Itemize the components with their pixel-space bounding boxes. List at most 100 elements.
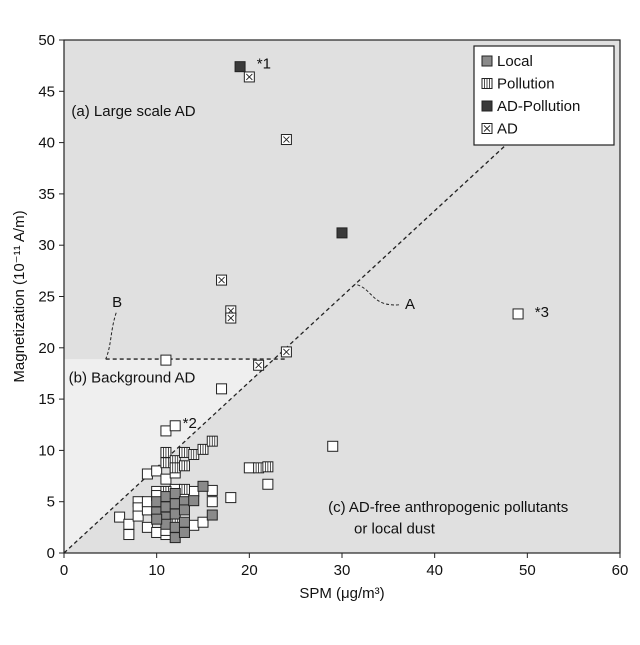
- point-ad: [217, 275, 227, 285]
- point-local: [152, 514, 162, 524]
- point-ad-pollution: [337, 228, 347, 238]
- point-unlabeled: [142, 497, 152, 507]
- point-unlabeled: [207, 497, 217, 507]
- point-unlabeled: [217, 384, 227, 394]
- x-tick-label: 0: [60, 562, 68, 579]
- point-local: [170, 509, 180, 519]
- y-tick-label: 0: [47, 545, 55, 562]
- point-local: [207, 510, 217, 520]
- point-local: [170, 488, 180, 498]
- point-unlabeled: [124, 530, 134, 540]
- legend-label-pollution: Pollution: [497, 76, 555, 93]
- y-tick-label: 20: [38, 340, 55, 357]
- point-ad: [244, 72, 254, 82]
- y-tick-label: 5: [47, 494, 55, 511]
- point-ad-pollution: [235, 62, 245, 72]
- point-unlabeled: [189, 520, 199, 530]
- x-tick-label: 10: [148, 562, 165, 579]
- point-ad: [254, 360, 264, 370]
- point-ad: [281, 135, 291, 145]
- legend-marker-local: [482, 56, 492, 66]
- point-unlabeled: [207, 485, 217, 495]
- annotation-label: *2: [183, 415, 197, 432]
- y-tick-label: 45: [38, 83, 55, 100]
- region-label: (b) Background AD: [69, 370, 196, 387]
- point-unlabeled: [133, 511, 143, 521]
- point-local: [179, 517, 189, 527]
- legend-marker-pollution: [482, 79, 492, 89]
- point-ad: [226, 313, 236, 323]
- x-tick-label: 30: [334, 562, 351, 579]
- point-unlabeled: [189, 486, 199, 496]
- point-unlabeled: [161, 355, 171, 365]
- legend-box: [474, 46, 614, 145]
- point-unlabeled: [244, 463, 254, 473]
- point-unlabeled: [152, 527, 162, 537]
- y-tick-label: 15: [38, 391, 55, 408]
- region-label: (a) Large scale AD: [71, 103, 195, 120]
- x-tick-label: 20: [241, 562, 258, 579]
- point-local: [179, 527, 189, 537]
- y-tick-label: 25: [38, 289, 55, 306]
- point-pollution: [207, 436, 217, 446]
- y-axis-label: Magnetization (10⁻¹¹ A/m): [11, 210, 28, 382]
- legend-label-ad-pollution: AD-Pollution: [497, 98, 580, 115]
- region-label: or local dust: [354, 521, 436, 538]
- point-unlabeled: [161, 426, 171, 436]
- point-local: [152, 497, 162, 507]
- point-unlabeled: [115, 512, 125, 522]
- annotation-label: *1: [257, 56, 271, 73]
- region-label: (c) AD-free anthropogenic pollutants: [328, 499, 568, 516]
- legend-label-local: Local: [497, 53, 533, 70]
- point-pollution: [189, 450, 199, 460]
- point-unlabeled: [142, 522, 152, 532]
- point-ad: [281, 347, 291, 357]
- point-pollution: [179, 484, 189, 494]
- y-tick-label: 30: [38, 237, 55, 254]
- legend-marker-ad-pollution: [482, 101, 492, 111]
- x-tick-label: 60: [612, 562, 629, 579]
- point-unlabeled: [198, 517, 208, 527]
- annotation-label: *3: [535, 304, 549, 321]
- legend-marker-ad: [482, 124, 492, 134]
- point-unlabeled: [226, 493, 236, 503]
- x-tick-label: 40: [426, 562, 443, 579]
- point-local: [161, 502, 171, 512]
- y-tick-label: 50: [38, 32, 55, 49]
- y-tick-label: 35: [38, 186, 55, 203]
- legend: Local Pollution AD-Pollution AD: [474, 46, 614, 145]
- point-unlabeled: [263, 479, 273, 489]
- point-pollution: [263, 462, 273, 472]
- x-axis-label: SPM (μg/m³): [299, 585, 384, 602]
- point-local: [161, 519, 171, 529]
- point-pollution: [198, 444, 208, 454]
- point-unlabeled: [328, 441, 338, 451]
- point-local: [170, 522, 180, 532]
- legend-label-ad: AD: [497, 121, 518, 138]
- point-pollution: [161, 447, 171, 457]
- point-pollution: [170, 463, 180, 473]
- point-pollution: [254, 463, 264, 473]
- point-unlabeled: [124, 519, 134, 529]
- point-pollution: [179, 461, 189, 471]
- point-unlabeled: [513, 309, 523, 319]
- annotation-label: B: [112, 294, 122, 311]
- point-unlabeled: [142, 469, 152, 479]
- point-local: [179, 505, 189, 515]
- point-local: [170, 499, 180, 509]
- point-pollution: [161, 458, 171, 468]
- y-tick-label: 10: [38, 442, 55, 459]
- point-local: [189, 496, 199, 506]
- point-unlabeled: [152, 466, 162, 476]
- annotation-label: A: [405, 296, 415, 313]
- point-local: [198, 481, 208, 491]
- y-tick-label: 40: [38, 135, 55, 152]
- point-pollution: [179, 447, 189, 457]
- point-unlabeled: [170, 421, 180, 431]
- point-local: [170, 533, 180, 543]
- point-local: [161, 492, 171, 502]
- point-unlabeled: [161, 474, 171, 484]
- x-tick-label: 50: [519, 562, 536, 579]
